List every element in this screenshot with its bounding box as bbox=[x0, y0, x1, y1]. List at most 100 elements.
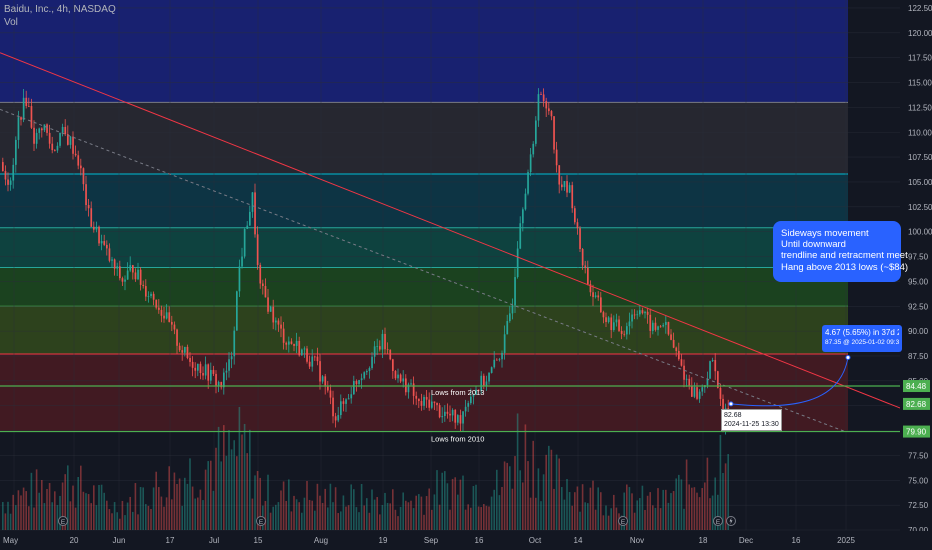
volume-bar bbox=[2, 502, 4, 530]
candle-body bbox=[163, 315, 165, 319]
candle-body bbox=[137, 269, 139, 280]
x-tick-label: May bbox=[3, 536, 18, 545]
volume-bar bbox=[342, 495, 345, 530]
volume-bar bbox=[51, 502, 53, 530]
projection-start-dot bbox=[728, 401, 734, 407]
candle-body bbox=[74, 153, 77, 156]
candle-body bbox=[35, 132, 38, 144]
volume-bar bbox=[43, 503, 46, 530]
candle-body bbox=[267, 297, 269, 312]
volume-bar bbox=[542, 474, 545, 530]
volume-bar bbox=[272, 506, 274, 530]
volume-bar bbox=[683, 508, 685, 530]
candle-body bbox=[644, 311, 646, 314]
volume-bar bbox=[563, 499, 566, 530]
candle-body bbox=[12, 164, 15, 181]
candle-body bbox=[477, 389, 480, 391]
candle-body bbox=[186, 346, 189, 358]
price-label-box bbox=[903, 380, 930, 393]
volume-bar bbox=[98, 484, 100, 530]
candle-body bbox=[288, 341, 290, 345]
candle-body bbox=[423, 396, 425, 406]
volume-bar bbox=[605, 505, 607, 530]
candle-body bbox=[327, 386, 329, 391]
volume-bar bbox=[306, 480, 308, 530]
callout-line: Sideways movement bbox=[781, 228, 869, 239]
candle-body bbox=[529, 154, 532, 173]
volume-bar bbox=[717, 494, 719, 530]
candle-body bbox=[717, 371, 719, 388]
candle-body bbox=[121, 278, 124, 282]
candle-body bbox=[524, 193, 527, 210]
candle-body bbox=[7, 179, 9, 185]
volume-legend[interactable]: Vol bbox=[4, 17, 18, 28]
annotation-callout[interactable]: Sideways movement Until downward trendli… bbox=[773, 221, 908, 282]
volume-bar bbox=[246, 453, 248, 530]
candle-body bbox=[381, 333, 384, 350]
y-tick-label: 70.00 bbox=[908, 526, 929, 535]
volume-bar bbox=[376, 497, 378, 530]
candle-body bbox=[438, 405, 441, 418]
drawn-lines: Lows from 2013 Lows from 2010 bbox=[0, 52, 932, 444]
volume-bar bbox=[243, 423, 246, 530]
y-axis[interactable]: 122.50 120.00 117.50 115.00 112.50 110.00 107.… bbox=[900, 0, 932, 550]
volume-bar bbox=[158, 487, 160, 530]
volume-bar bbox=[667, 502, 670, 530]
earnings-marker-icon bbox=[618, 516, 628, 526]
candle-body bbox=[316, 356, 319, 362]
candle-body bbox=[558, 165, 561, 185]
earnings-marker-icon bbox=[58, 516, 68, 526]
candle-body bbox=[714, 360, 717, 372]
price-range-measure-label[interactable]: 4.67 (5.65%) in 37d 20h 87.35 @ 2025-01-… bbox=[822, 325, 902, 352]
candle-body bbox=[113, 259, 116, 269]
candle-body bbox=[319, 361, 321, 382]
candle-body bbox=[376, 346, 379, 347]
candle-body bbox=[415, 395, 418, 399]
volume-bar bbox=[524, 424, 527, 530]
volume-bar bbox=[28, 506, 30, 530]
y-tick-label: 115.00 bbox=[908, 79, 932, 88]
volume-bar bbox=[527, 461, 529, 530]
candle-body bbox=[568, 185, 571, 193]
chart-header: Baidu, Inc., 4h, NASDAQ Vol bbox=[4, 3, 116, 29]
volume-bar bbox=[371, 489, 373, 530]
candle-body bbox=[545, 101, 548, 109]
volume-bar bbox=[119, 518, 121, 530]
volume-bar bbox=[719, 434, 722, 530]
volume-bar bbox=[340, 511, 342, 530]
volume-bar bbox=[649, 492, 651, 530]
volume-bar bbox=[691, 487, 693, 530]
volume-bar bbox=[457, 494, 459, 530]
x-axis[interactable]: May 20 Jun 17 Jul 15 Aug 19 Sep 16 Oct 14 Nov 18 Dec 16… bbox=[0, 531, 932, 550]
volume-bar bbox=[607, 515, 610, 530]
candle-body bbox=[584, 265, 587, 268]
volume-bar bbox=[592, 480, 594, 530]
dashed-trendline bbox=[0, 108, 846, 433]
volume-bar bbox=[103, 492, 105, 530]
volume-bar bbox=[449, 509, 451, 530]
lows-2010-label: Lows from 2010 bbox=[431, 435, 484, 444]
volume-bar bbox=[90, 503, 92, 530]
y-tick-label: 77.50 bbox=[908, 451, 929, 460]
volume-bar bbox=[444, 471, 446, 530]
candle-body bbox=[392, 359, 394, 371]
candle-body bbox=[610, 317, 613, 331]
candle-body bbox=[433, 401, 436, 403]
volume-bar bbox=[652, 505, 654, 530]
symbol-title[interactable]: Baidu, Inc., 4h, NASDAQ bbox=[4, 4, 116, 15]
volume-bar bbox=[436, 470, 438, 530]
candle-body bbox=[579, 228, 581, 250]
candle-body bbox=[457, 415, 459, 423]
volume-bar bbox=[550, 449, 553, 530]
candle-body bbox=[639, 310, 641, 315]
candle-body bbox=[597, 295, 600, 298]
candle-body bbox=[516, 248, 519, 278]
volume-bar bbox=[87, 494, 90, 530]
candle-body bbox=[602, 312, 605, 318]
candle-body bbox=[412, 383, 415, 396]
volume-bar bbox=[139, 487, 142, 530]
candle-body bbox=[98, 226, 100, 244]
volume-bar bbox=[132, 511, 134, 530]
point-label[interactable]: 82.68 2024-11-25 13:30 bbox=[721, 409, 782, 431]
